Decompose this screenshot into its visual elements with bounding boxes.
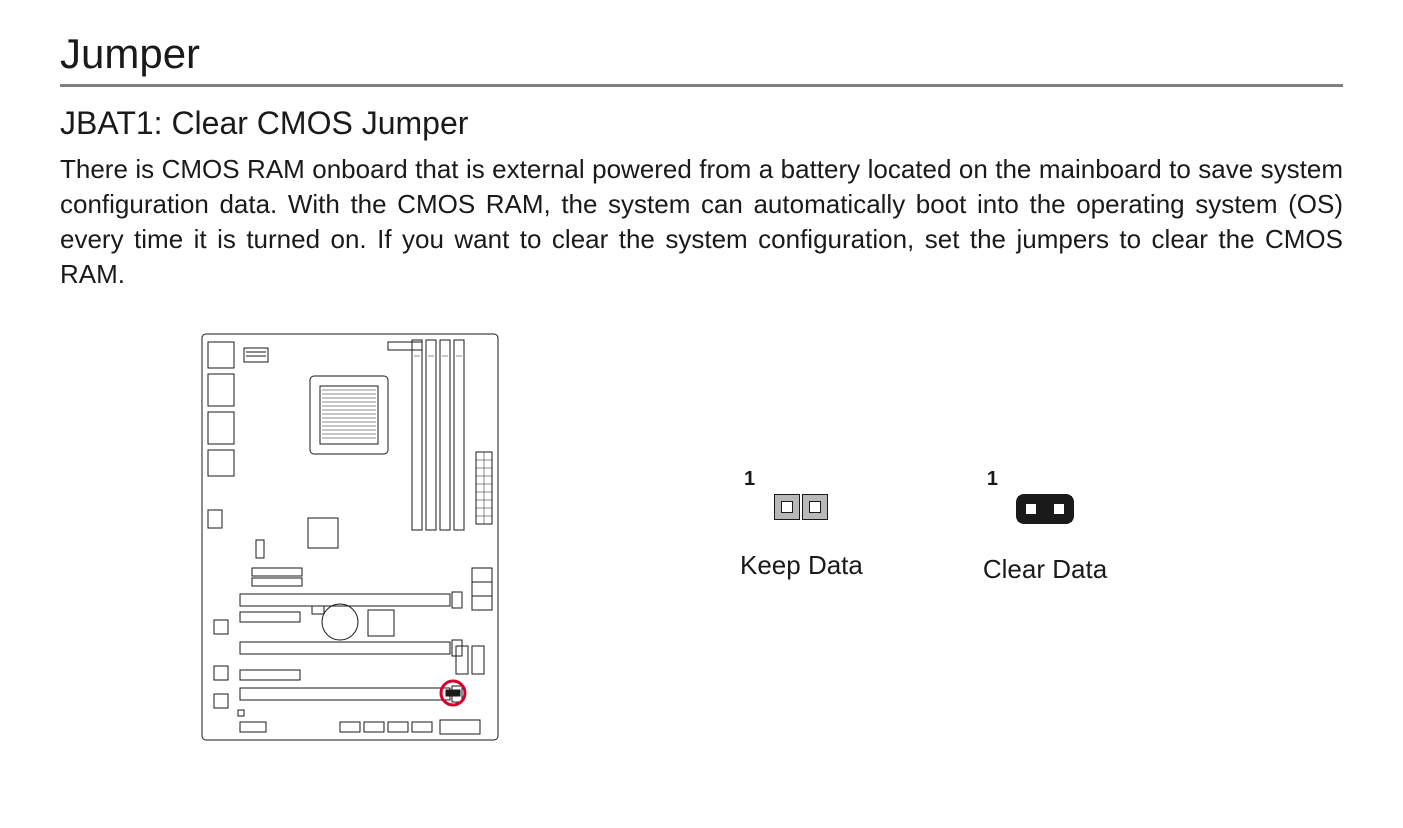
pin-icon: [1018, 496, 1044, 522]
jumper-states: 1 Keep Data 1 Clear Data: [740, 494, 1107, 585]
horizontal-rule: [60, 84, 1343, 87]
jumper-keep-caption: Keep Data: [740, 550, 863, 581]
pin-1-label: 1: [987, 468, 998, 491]
section-title: Jumper: [60, 30, 1343, 84]
motherboard-svg: [200, 332, 500, 742]
jumper-clear-pins: 1: [983, 494, 1107, 524]
pin-icon: [1046, 496, 1072, 522]
jumper-cap-icon: [1016, 494, 1074, 524]
jumper-keep-data: 1 Keep Data: [740, 494, 863, 585]
sub-title: JBAT1: Clear CMOS Jumper: [60, 105, 1343, 142]
page: Jumper JBAT1: Clear CMOS Jumper There is…: [0, 0, 1403, 828]
motherboard-diagram: [200, 332, 500, 747]
jumper-clear-caption: Clear Data: [983, 554, 1107, 585]
jumper-keep-pins: 1: [740, 494, 863, 520]
body-paragraph: There is CMOS RAM onboard that is extern…: [60, 152, 1343, 292]
pin-icon: [774, 494, 800, 520]
jumper-clear-data: 1 Clear Data: [983, 494, 1107, 585]
figure-row: 1 Keep Data 1 Clear Data: [60, 332, 1343, 747]
pin-icon: [802, 494, 828, 520]
pin-1-label: 1: [744, 468, 755, 491]
